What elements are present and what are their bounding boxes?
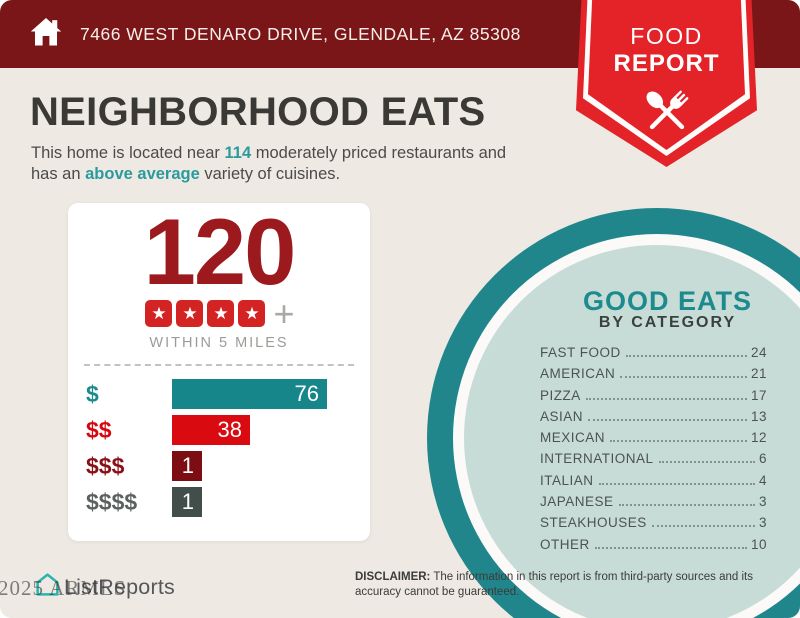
- category-name: MEXICAN: [540, 430, 606, 446]
- category-name: OTHER: [540, 536, 590, 552]
- good-eats-subtitle: BY CATEGORY: [598, 314, 737, 331]
- price-label: $$$$: [86, 488, 138, 515]
- bar-row: $$ 38: [68, 415, 370, 445]
- category-value: 4: [758, 472, 767, 488]
- bar: 76: [172, 379, 327, 409]
- dashed-divider: [84, 364, 354, 366]
- plus-sign: +: [273, 293, 295, 334]
- category-row: STEAKHOUSES 3: [540, 515, 767, 536]
- price-label: $: [86, 380, 99, 407]
- category-row: INTERNATIONAL 6: [540, 451, 767, 472]
- category-value: 21: [750, 366, 767, 382]
- intro-line-1: This home is located near 114 moderately…: [31, 144, 507, 162]
- dotted-leader: [618, 504, 755, 507]
- bar-row: $ 76: [68, 379, 370, 409]
- page-title: NEIGHBORHOOD EATS: [30, 90, 486, 134]
- category-value: 6: [758, 451, 767, 467]
- price-label: $$: [86, 416, 112, 443]
- star-icon: ★: [176, 300, 204, 327]
- dotted-leader: [620, 376, 747, 379]
- bar-value: 38: [217, 417, 242, 442]
- category-name: STEAKHOUSES: [540, 515, 647, 531]
- property-address: 7466 WEST DENARO DRIVE, GLENDALE, AZ 853…: [80, 23, 521, 44]
- mls-watermark: 2025 ARMLS: [0, 576, 127, 600]
- bar-row: $$$$ 1: [68, 487, 370, 517]
- listreports-logo: ListReports: [34, 571, 175, 603]
- category-row: PIZZA 17: [540, 388, 767, 409]
- badge-title-line2: REPORT: [613, 50, 720, 77]
- category-row: FAST FOOD 24: [540, 345, 767, 366]
- dotted-leader: [585, 397, 747, 400]
- category-row: ITALIAN 4: [540, 473, 767, 494]
- category-name: JAPANESE: [540, 494, 614, 510]
- star-rating: ★ ★ ★ ★ +: [68, 293, 370, 334]
- price-level-bar-chart: $ 76 $$ 38 $$$ 1 $$$$ 1: [68, 379, 370, 517]
- category-row: MEXICAN 12: [540, 430, 767, 451]
- category-value: 12: [750, 430, 767, 446]
- category-list: FAST FOOD 24 AMERICAN 21 PIZZA 17 ASIAN 13 M…: [540, 345, 767, 558]
- category-value: 17: [750, 387, 767, 403]
- restaurant-count-highlight: 114: [224, 144, 252, 162]
- bar-value: 1: [181, 489, 194, 514]
- spoon-fork-icon: [576, 84, 757, 145]
- good-eats-title: GOOD EATS: [582, 286, 752, 316]
- disclaimer-label: DISCLAIMER:: [355, 571, 431, 583]
- bar: 1: [172, 451, 202, 481]
- category-value: 3: [758, 494, 767, 510]
- dotted-leader: [598, 482, 755, 485]
- brand-name: ListReports: [64, 574, 175, 599]
- radius-label: WITHIN 5 MILES: [149, 335, 289, 351]
- dotted-leader: [651, 525, 755, 528]
- star-icon: ★: [145, 300, 173, 327]
- disclaimer-text: DISCLAIMER: The information in this repo…: [355, 571, 753, 598]
- restaurant-count: 120: [143, 199, 297, 304]
- category-value: 10: [750, 536, 767, 552]
- star-icon: ★: [207, 300, 235, 327]
- badge-content: FOOD REPORT: [576, 0, 757, 145]
- home-icon: [28, 14, 64, 55]
- intro-text: This home is located near 114 moderately…: [31, 143, 506, 185]
- dotted-leader: [594, 546, 747, 549]
- bar: 38: [172, 415, 250, 445]
- category-row: OTHER 10: [540, 537, 767, 558]
- badge-title-line1: FOOD: [630, 23, 703, 49]
- dotted-leader: [588, 418, 747, 421]
- star-icon: ★: [238, 300, 266, 327]
- category-name: ITALIAN: [540, 472, 594, 488]
- dotted-leader: [658, 461, 755, 464]
- category-value: 13: [750, 408, 767, 424]
- food-report-badge: FOOD REPORT: [576, 0, 757, 167]
- dotted-leader: [625, 355, 747, 357]
- category-name: ASIAN: [540, 408, 584, 424]
- intro-line-2: has an above average variety of cuisines…: [31, 165, 341, 183]
- bar: 1: [172, 487, 202, 517]
- category-name: INTERNATIONAL: [540, 451, 654, 467]
- category-row: AMERICAN 21: [540, 366, 767, 387]
- bar-value: 1: [181, 453, 194, 478]
- bar-row: $$$ 1: [68, 451, 370, 481]
- category-value: 3: [758, 515, 767, 531]
- category-row: ASIAN 13: [540, 409, 767, 430]
- category-name: AMERICAN: [540, 366, 616, 382]
- bar-value: 76: [294, 381, 319, 406]
- listreports-house-icon: [34, 571, 61, 603]
- variety-highlight: above average: [85, 165, 200, 183]
- category-row: JAPANESE 3: [540, 494, 767, 515]
- price-label: $$$: [86, 452, 125, 479]
- category-value: 24: [750, 345, 767, 360]
- category-circle-fill: [464, 245, 800, 618]
- stats-card: 120 ★ ★ ★ ★ + WITHIN 5 MILES $ 76 $$ 38 …: [68, 203, 370, 541]
- category-name: PIZZA: [540, 387, 581, 403]
- category-name: FAST FOOD: [540, 345, 621, 360]
- dotted-leader: [610, 440, 747, 443]
